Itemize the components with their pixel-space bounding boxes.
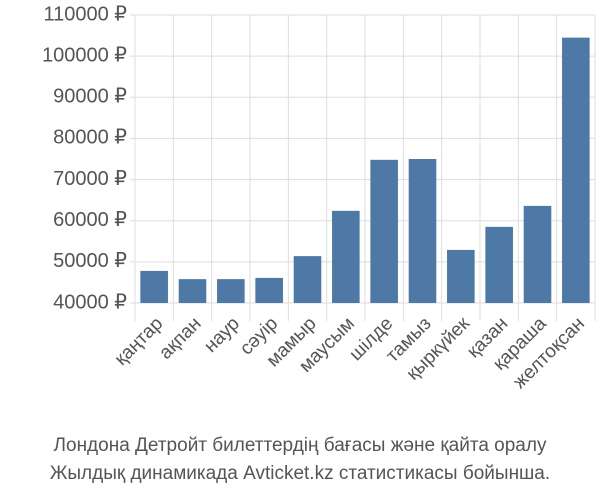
bar [485, 226, 513, 303]
y-tick-label: 80000 ₽ [53, 127, 127, 149]
chart-subtitle: Жылдық динамикада Avticket.kz статистика… [50, 463, 550, 484]
bar [217, 279, 245, 303]
x-tick-label: қаңтар [111, 313, 168, 370]
x-tick-label: наур [200, 313, 244, 357]
bar [140, 270, 168, 303]
y-tick-label: 50000 ₽ [53, 250, 127, 272]
y-tick-label: 70000 ₽ [53, 168, 127, 190]
bar [523, 205, 552, 303]
y-tick-label: 100000 ₽ [42, 44, 127, 66]
bar [370, 159, 398, 303]
bar [178, 279, 207, 303]
y-tick-label: 110000 ₽ [43, 3, 127, 25]
bar [562, 37, 590, 303]
bar [408, 159, 437, 303]
x-tick-label: ақпан [155, 313, 205, 363]
bar [255, 277, 283, 303]
y-tick-label: 60000 ₽ [53, 209, 127, 231]
bar [293, 256, 322, 303]
bar [332, 210, 360, 303]
bar [447, 249, 475, 303]
y-tick-label: 40000 ₽ [53, 291, 127, 313]
y-tick-label: 90000 ₽ [53, 86, 127, 108]
chart-title: Лондона Детройт билеттердің бағасы және … [54, 435, 547, 456]
